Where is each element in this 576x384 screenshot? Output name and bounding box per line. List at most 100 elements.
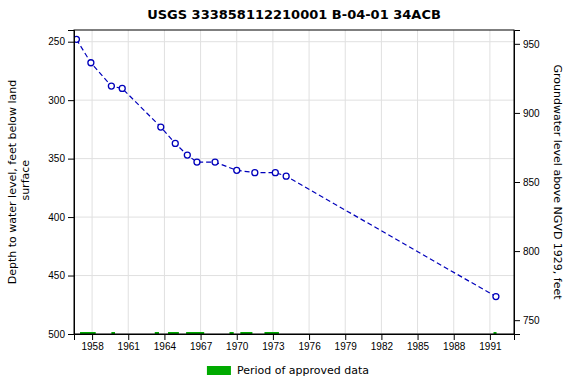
tick: 850: [514, 177, 540, 188]
marker: [283, 173, 289, 179]
tick-mark: [514, 182, 520, 183]
tick-mark: [454, 334, 455, 340]
tick-label: 950: [523, 39, 540, 50]
grid-line: [272, 30, 273, 334]
tick-label: 1979: [335, 341, 358, 352]
plot-frame: [74, 30, 514, 334]
tick-label: 1958: [81, 341, 104, 352]
tick-label: 450: [48, 270, 65, 281]
tick-mark: [514, 320, 520, 321]
tick-label: 1973: [262, 341, 285, 352]
grid-line: [74, 217, 514, 218]
tick: 1982: [371, 334, 394, 352]
tick: 400: [48, 212, 74, 223]
tick-label: 1964: [154, 341, 177, 352]
tick-label: 1967: [190, 341, 213, 352]
grid-line: [309, 30, 310, 334]
grid-line: [164, 30, 165, 334]
marker: [158, 124, 164, 130]
axis-line: [515, 31, 521, 335]
marker: [234, 167, 240, 173]
tick: 1961: [118, 334, 141, 352]
tick-label: 850: [523, 177, 540, 188]
x-axis: 1958196119641967197019731976197919821985…: [75, 334, 515, 352]
tick: 500: [48, 329, 74, 340]
marker: [119, 85, 125, 91]
markers: [74, 36, 499, 299]
tick-label: 1982: [371, 341, 394, 352]
tick-label: 300: [48, 95, 65, 106]
grid: [74, 30, 514, 334]
tick-mark: [92, 334, 93, 340]
axis-line: [68, 31, 75, 335]
y2-axis: 950 900 850 800 750: [514, 31, 540, 335]
tick-label: 350: [48, 153, 65, 164]
marker: [194, 159, 200, 165]
grid-line: [453, 30, 454, 334]
marker: [272, 170, 278, 176]
axis-line: [75, 335, 515, 341]
tick-mark: [128, 334, 129, 340]
grid-line: [74, 41, 514, 42]
tick-label: 1991: [479, 341, 502, 352]
tick: 1973: [262, 334, 285, 352]
grid-line: [128, 30, 129, 334]
tick-label: 750: [523, 315, 540, 326]
tick: 900: [514, 108, 540, 119]
tick-mark: [68, 217, 74, 218]
legend: Period of approved data: [207, 364, 369, 377]
tick-label: 1976: [298, 341, 321, 352]
marker: [88, 60, 94, 66]
tick: 300: [48, 95, 74, 106]
tick: 1991: [479, 334, 502, 352]
tick-label: 1985: [407, 341, 430, 352]
marker: [252, 170, 258, 176]
grid-line: [74, 158, 514, 159]
grid-line: [345, 30, 346, 334]
tick-mark: [68, 334, 74, 335]
tick-mark: [68, 42, 74, 43]
tick-mark: [514, 113, 520, 114]
tick: 1964: [154, 334, 177, 352]
grid-line: [417, 30, 418, 334]
tick-label: 250: [48, 36, 65, 47]
tick: 450: [48, 270, 74, 281]
title: USGS 333858112210001 B-04-01 34ACB: [147, 7, 441, 22]
y-axis-label: Depth to water level, feet below land su…: [6, 80, 32, 285]
grid-line: [489, 30, 490, 334]
legend-item: Period of approved data: [207, 364, 369, 377]
tick: 1958: [81, 334, 104, 352]
tick-mark: [490, 334, 491, 340]
tick: 250: [48, 36, 74, 47]
tick: 1967: [190, 334, 213, 352]
marker: [212, 159, 218, 165]
tick-label: 500: [48, 329, 65, 340]
tick: 1988: [443, 334, 466, 352]
tick-mark: [164, 334, 165, 340]
y2-axis-label: Groundwater level above NGVD 1929, feet: [551, 64, 564, 300]
tick-mark: [309, 334, 310, 340]
data-line: [76, 39, 496, 296]
tick-mark: [237, 334, 238, 340]
tick-mark: [68, 276, 74, 277]
tick: 800: [514, 246, 540, 257]
tick-label: 400: [48, 212, 65, 223]
tick: 1979: [335, 334, 358, 352]
marker: [108, 83, 114, 89]
tick-mark: [68, 159, 74, 160]
y-axis: 250 300 350 400 450 500: [48, 31, 74, 340]
tick-mark: [201, 334, 202, 340]
tick-mark: [418, 334, 419, 340]
marker: [493, 294, 499, 300]
tick-mark: [345, 334, 346, 340]
tick-label: 800: [523, 246, 540, 257]
tick: 1976: [298, 334, 321, 352]
tick: 1985: [407, 334, 430, 352]
grid-line: [92, 30, 93, 334]
legend-swatch: [207, 366, 231, 375]
tick-label: 1988: [443, 341, 466, 352]
tick-label: 1961: [118, 341, 141, 352]
tick: 350: [48, 153, 74, 164]
marker: [184, 152, 190, 158]
tick-mark: [68, 100, 74, 101]
